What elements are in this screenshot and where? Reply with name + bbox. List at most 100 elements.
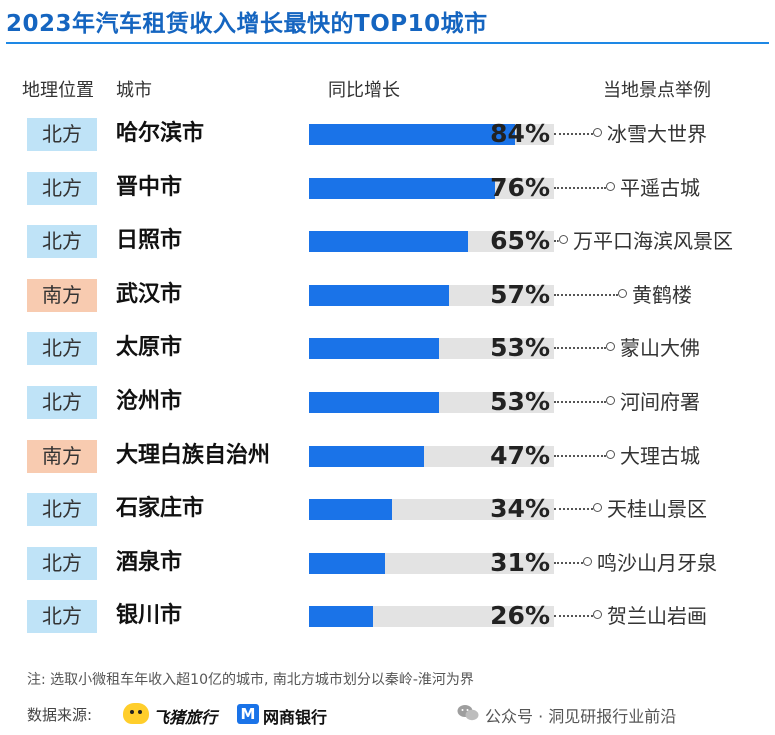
leader-line xyxy=(554,347,606,350)
mybank-logo: M 网商银行 xyxy=(237,702,347,727)
bar xyxy=(309,124,515,145)
bar xyxy=(309,499,393,521)
sight-label: 黄鹤楼 xyxy=(632,282,692,307)
value-label: 31% xyxy=(490,547,550,577)
leader-line xyxy=(554,508,593,511)
sight-label: 鸣沙山月牙泉 xyxy=(597,550,717,575)
region-badge: 南方 xyxy=(27,439,97,473)
bar-track xyxy=(309,499,554,521)
leader-dot xyxy=(583,556,592,566)
city-label: 银川市 xyxy=(116,603,183,629)
sight-label: 蒙山大佛 xyxy=(620,336,700,361)
sight-label: 贺兰山岩画 xyxy=(607,604,707,629)
leader-line xyxy=(554,133,593,135)
sight-label: 万平口海滨风景区 xyxy=(573,229,733,254)
leader-dot xyxy=(606,181,615,191)
chart-row: 北方 沧州市 53% 河间府署 xyxy=(0,384,775,420)
value-label: 76% xyxy=(490,172,550,202)
value-label: 53% xyxy=(490,333,550,363)
leader-dot xyxy=(593,503,602,513)
chart-row: 北方 日照市 65% 万平口海滨风景区 xyxy=(0,223,775,259)
value-label: 65% xyxy=(490,226,550,256)
value-label: 26% xyxy=(490,601,550,631)
sight-label: 大理古城 xyxy=(620,443,700,468)
wechat-credit: 公众号 · 洞见研报行业前沿 xyxy=(457,700,775,728)
chart-row: 南方 大理白族自治州 47% 大理古城 xyxy=(0,438,775,474)
footnote: 注: 选取小微租车年收入超10亿的城市, 南北方城市划分以秦岭-淮河为界 xyxy=(27,672,474,688)
chart-row: 北方 太原市 53% 蒙山大佛 xyxy=(0,330,775,366)
bar-track xyxy=(309,338,554,360)
bar-track xyxy=(309,606,554,628)
leader-line xyxy=(554,293,618,296)
leader-dot xyxy=(593,610,602,620)
bar xyxy=(309,177,496,199)
chart-title: 2023年汽车租赁收入增长最快的TOP10城市 xyxy=(6,11,488,37)
leader-line xyxy=(554,454,606,457)
chart-row: 北方 银川市 26% 贺兰山岩画 xyxy=(0,598,775,634)
bar-track xyxy=(309,124,554,145)
region-badge: 北方 xyxy=(27,546,97,580)
header-city: 城市 xyxy=(116,80,152,101)
wechat-text: 公众号 · 洞见研报行业前沿 xyxy=(485,707,677,726)
city-label: 沧州市 xyxy=(116,389,183,414)
city-label: 酒泉市 xyxy=(116,549,183,575)
bar-track xyxy=(309,231,554,253)
bar-track xyxy=(309,284,554,306)
sight-label: 冰雪大世界 xyxy=(607,122,707,146)
header-sight: 当地景点举例 xyxy=(603,80,711,101)
region-badge: 北方 xyxy=(27,493,97,527)
leader-dot xyxy=(559,235,568,245)
region-badge: 北方 xyxy=(27,225,97,259)
city-label: 晋中市 xyxy=(116,174,183,200)
value-label: 84% xyxy=(490,119,550,148)
leader-dot xyxy=(606,449,615,459)
leader-line xyxy=(554,615,593,618)
bar xyxy=(309,231,469,253)
header-growth: 同比增长 xyxy=(328,80,400,101)
city-label: 太原市 xyxy=(116,335,183,361)
wechat-icon xyxy=(457,705,479,721)
leader-line xyxy=(554,186,606,189)
bar xyxy=(309,392,439,413)
bar xyxy=(309,338,439,360)
sight-label: 天桂山景区 xyxy=(607,497,707,522)
leader-dot xyxy=(593,128,602,137)
city-label: 哈尔滨市 xyxy=(116,121,205,146)
leader-line xyxy=(554,561,583,564)
fliggy-logo: 飞猪旅行 xyxy=(123,702,253,727)
chart-row: 北方 石家庄市 34% 天桂山景区 xyxy=(0,491,775,527)
pig-icon xyxy=(123,703,149,724)
fliggy-name: 飞猪旅行 xyxy=(153,708,218,727)
title-underline xyxy=(6,42,769,44)
city-label: 武汉市 xyxy=(116,281,183,307)
sight-label: 平遥古城 xyxy=(620,175,700,200)
bar xyxy=(309,552,385,574)
region-badge: 北方 xyxy=(27,332,97,366)
city-label: 日照市 xyxy=(116,228,183,254)
bar-track xyxy=(309,552,554,574)
leader-dot xyxy=(618,288,627,298)
value-label: 57% xyxy=(490,279,550,309)
sight-label: 河间府署 xyxy=(620,390,700,414)
bar-track xyxy=(309,392,554,413)
bar xyxy=(309,606,373,628)
chart-row: 北方 晋中市 76% 平遥古城 xyxy=(0,170,775,206)
leader-dot xyxy=(606,396,615,405)
region-badge: 南方 xyxy=(27,278,97,312)
bar xyxy=(309,284,449,306)
value-label: 47% xyxy=(490,440,550,470)
region-badge: 北方 xyxy=(27,171,97,205)
leader-dot xyxy=(606,342,615,352)
bar xyxy=(309,445,425,467)
header-region: 地理位置 xyxy=(22,80,94,101)
chart-row: 北方 酒泉市 31% 鸣沙山月牙泉 xyxy=(0,545,775,581)
leader-line xyxy=(554,240,559,243)
region-badge: 北方 xyxy=(27,386,97,419)
value-label: 34% xyxy=(490,494,550,524)
chart-row: 南方 武汉市 57% 黄鹤楼 xyxy=(0,277,775,313)
source-label: 数据来源: xyxy=(27,706,93,724)
mybank-mark-icon: M xyxy=(237,704,259,724)
city-label: 大理白族自治州 xyxy=(116,442,271,468)
bar-track xyxy=(309,177,554,199)
city-label: 石家庄市 xyxy=(116,496,205,522)
